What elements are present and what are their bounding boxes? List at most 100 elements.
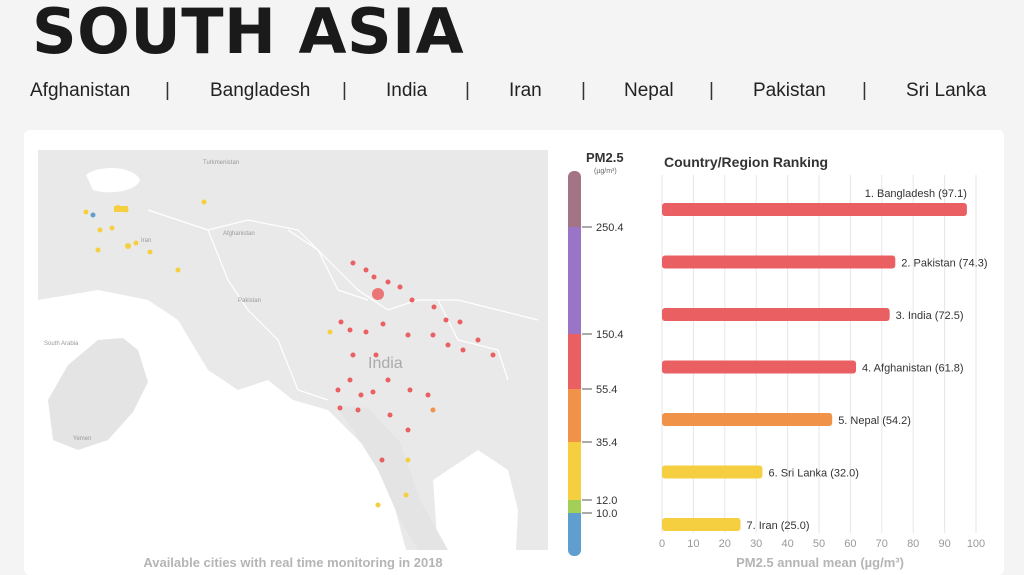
nav-item-sri-lanka[interactable]: Sri Lanka	[906, 80, 987, 101]
nav-separator: |	[465, 80, 470, 101]
city-marker[interactable]	[350, 352, 356, 358]
x-axis-ticks: 0 10 20 30 40 50 60 70 80 90 100	[659, 538, 985, 550]
city-marker[interactable]	[445, 342, 451, 348]
city-marker[interactable]	[175, 267, 181, 273]
city-marker[interactable]	[350, 260, 356, 266]
x-tick-label: 50	[813, 538, 825, 550]
bar[interactable]	[662, 413, 833, 426]
city-marker[interactable]	[125, 243, 131, 249]
city-marker[interactable]	[373, 352, 379, 358]
city-marker[interactable]	[397, 284, 403, 290]
nav-separator: |	[709, 80, 714, 101]
city-marker[interactable]	[371, 274, 377, 280]
bar-label: 2. Pakistan (74.3)	[901, 258, 987, 270]
city-marker[interactable]	[409, 297, 415, 303]
city-marker[interactable]	[460, 347, 466, 353]
city-marker[interactable]	[443, 317, 449, 323]
bar-label: 3. India (72.5)	[896, 310, 964, 322]
city-marker[interactable]	[457, 319, 463, 325]
map-label-iran: Iran	[141, 238, 151, 244]
chart-bars: 1. Bangladesh (97.1) 2. Pakistan (74.3) 3.…	[662, 188, 988, 532]
city-marker[interactable]	[90, 212, 96, 218]
city-marker[interactable]	[380, 321, 386, 327]
map-label-pakistan: Pakistan	[238, 298, 261, 304]
city-marker[interactable]	[338, 319, 344, 325]
x-tick-label: 70	[876, 538, 888, 550]
x-tick-label: 90	[938, 538, 950, 550]
map-label-afghanistan: Afghanistan	[223, 231, 255, 237]
city-marker[interactable]	[375, 502, 381, 508]
air-quality-map[interactable]: Pakistan Iran South Arabia Yemen Afghani…	[38, 150, 548, 550]
city-marker[interactable]	[385, 377, 391, 383]
city-marker[interactable]	[327, 329, 333, 335]
city-marker[interactable]	[387, 412, 393, 418]
city-marker[interactable]	[407, 387, 413, 393]
city-marker[interactable]	[430, 407, 436, 413]
city-marker[interactable]	[370, 389, 376, 395]
city-marker[interactable]	[358, 392, 364, 398]
city-marker[interactable]	[385, 279, 391, 285]
india-peninsula	[336, 405, 448, 550]
nav-item-afghanistan[interactable]: Afghanistan	[30, 80, 131, 101]
city-marker[interactable]	[425, 392, 431, 398]
city-marker[interactable]	[335, 387, 341, 393]
city-marker[interactable]	[405, 457, 411, 463]
city-marker[interactable]	[490, 352, 496, 358]
city-marker[interactable]	[147, 249, 153, 255]
city-marker[interactable]	[347, 327, 353, 333]
map-label-india: India	[368, 355, 403, 372]
city-marker[interactable]	[95, 247, 101, 253]
scale-tick-35: 35.4	[582, 437, 617, 449]
x-tick-label: 30	[750, 538, 762, 550]
bar[interactable]	[662, 360, 857, 374]
bar[interactable]	[662, 518, 741, 531]
city-marker[interactable]	[133, 240, 139, 246]
bar[interactable]	[662, 308, 890, 321]
city-marker-delhi[interactable]	[372, 288, 384, 300]
nav-item-iran[interactable]: Iran	[509, 80, 542, 101]
bar[interactable]	[662, 255, 896, 269]
bar-label: 1. Bangladesh (97.1)	[865, 188, 967, 200]
scale-band-sensitive	[568, 389, 581, 442]
x-tick-label: 20	[719, 538, 731, 550]
city-marker[interactable]	[114, 206, 128, 212]
city-markers	[83, 199, 496, 508]
x-tick-label: 100	[967, 538, 985, 550]
scale-tick-12: 12.0	[582, 495, 617, 507]
city-marker[interactable]	[201, 199, 207, 205]
map-caption: Available cities with real time monitori…	[143, 555, 443, 570]
nav-item-nepal[interactable]: Nepal	[624, 80, 674, 101]
city-marker[interactable]	[109, 225, 115, 231]
scale-tick-55: 55.4	[582, 384, 617, 396]
bar[interactable]	[662, 465, 763, 479]
city-marker[interactable]	[363, 329, 369, 335]
city-marker[interactable]	[83, 209, 89, 215]
scale-tick-label: 12.0	[596, 495, 617, 507]
x-tick-label: 80	[907, 538, 919, 550]
city-marker[interactable]	[403, 492, 409, 498]
bar[interactable]	[662, 203, 967, 216]
city-marker[interactable]	[355, 407, 361, 413]
city-marker[interactable]	[347, 377, 353, 383]
scale-tick-label: 35.4	[596, 437, 617, 449]
city-marker[interactable]	[405, 427, 411, 433]
city-marker[interactable]	[431, 304, 437, 310]
nav-separator: |	[165, 80, 170, 101]
city-marker[interactable]	[405, 332, 411, 338]
city-marker[interactable]	[363, 267, 369, 273]
nav-item-bangladesh[interactable]: Bangladesh	[210, 80, 311, 101]
scale-tick-label: 150.4	[596, 329, 624, 341]
nav-separator: |	[581, 80, 586, 101]
city-marker[interactable]	[97, 227, 103, 233]
nav-separator: |	[862, 80, 867, 101]
nav-item-pakistan[interactable]: Pakistan	[753, 80, 826, 101]
nav-item-india[interactable]: India	[386, 80, 428, 101]
scale-tick-250: 250.4	[582, 222, 624, 234]
bar-label: 4. Afghanistan (61.8)	[862, 363, 964, 375]
city-marker[interactable]	[430, 332, 436, 338]
bar-label: 7. Iran (25.0)	[747, 520, 810, 532]
city-marker[interactable]	[337, 405, 343, 411]
city-marker[interactable]	[475, 337, 481, 343]
city-marker[interactable]	[379, 457, 385, 463]
x-tick-label: 10	[687, 538, 699, 550]
